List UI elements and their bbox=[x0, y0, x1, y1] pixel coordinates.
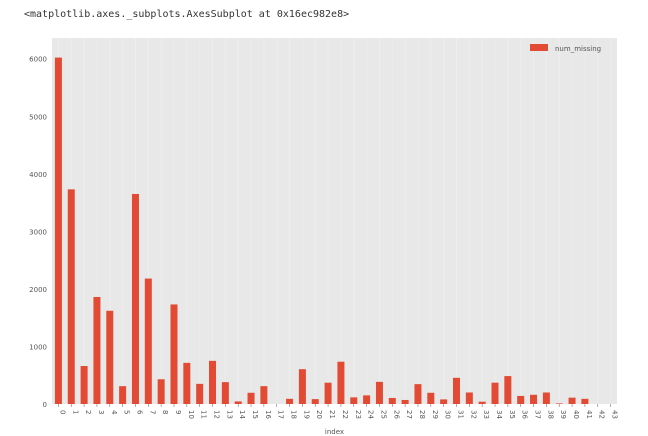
bar bbox=[440, 399, 448, 404]
bar bbox=[247, 392, 255, 404]
bar bbox=[530, 394, 538, 404]
x-tick-label: 31 bbox=[456, 410, 464, 419]
x-tick-label: 23 bbox=[354, 410, 362, 419]
x-tick-label: 14 bbox=[238, 410, 246, 419]
y-tick-label: 1000 bbox=[29, 343, 47, 351]
bar bbox=[375, 381, 383, 404]
x-tick-label: 41 bbox=[585, 410, 593, 419]
x-tick-label: 43 bbox=[611, 410, 619, 419]
bar bbox=[196, 383, 204, 404]
x-tick-label: 22 bbox=[341, 410, 349, 419]
bar bbox=[555, 403, 563, 404]
bar bbox=[234, 401, 242, 404]
x-tick-label: 7 bbox=[148, 410, 156, 414]
bar bbox=[478, 401, 486, 404]
bar bbox=[401, 399, 409, 404]
x-tick-label: 26 bbox=[392, 410, 400, 419]
bar bbox=[119, 386, 127, 404]
bar bbox=[568, 397, 576, 404]
x-tick-label: 2 bbox=[84, 410, 92, 414]
x-tick-label: 35 bbox=[508, 410, 516, 419]
bar bbox=[131, 193, 139, 404]
x-tick-label: 21 bbox=[328, 410, 336, 419]
bar bbox=[170, 304, 178, 404]
x-tick-label: 19 bbox=[302, 410, 310, 419]
bar bbox=[452, 377, 460, 404]
y-tick-label: 5000 bbox=[29, 113, 47, 121]
bar bbox=[209, 360, 217, 404]
x-tick-label: 9 bbox=[174, 410, 182, 414]
x-tick-label: 1 bbox=[71, 410, 79, 414]
bar bbox=[414, 384, 422, 404]
bar bbox=[286, 398, 294, 404]
y-tick-label: 3000 bbox=[29, 228, 47, 236]
bar bbox=[388, 397, 396, 404]
bar bbox=[93, 296, 101, 404]
x-tick-label: 10 bbox=[187, 410, 195, 419]
x-tick-label: 40 bbox=[572, 410, 580, 419]
x-tick-label: 25 bbox=[379, 410, 387, 419]
legend-swatch bbox=[530, 44, 548, 51]
bar bbox=[80, 366, 88, 404]
bar bbox=[504, 376, 512, 404]
bar bbox=[324, 382, 332, 404]
x-tick-label: 32 bbox=[469, 410, 477, 419]
bar bbox=[465, 392, 473, 404]
x-axis-label: index bbox=[325, 428, 344, 436]
x-tick-label: 16 bbox=[264, 410, 272, 419]
bar bbox=[311, 399, 319, 404]
y-tick-label: 0 bbox=[43, 401, 47, 409]
x-tick-label: 0 bbox=[58, 410, 66, 414]
bar bbox=[54, 57, 62, 405]
y-tick-label: 2000 bbox=[29, 286, 47, 294]
x-tick-label: 4 bbox=[110, 410, 118, 415]
bar bbox=[337, 361, 345, 404]
x-tick-label: 36 bbox=[521, 410, 529, 419]
x-tick-label: 37 bbox=[534, 410, 542, 419]
bar bbox=[363, 395, 371, 404]
x-tick-label: 11 bbox=[200, 410, 208, 419]
bar bbox=[183, 362, 191, 404]
bar bbox=[350, 397, 358, 404]
x-tick-label: 42 bbox=[598, 410, 606, 419]
bar bbox=[427, 392, 435, 404]
x-tick-label: 8 bbox=[161, 410, 169, 414]
x-tick-label: 5 bbox=[123, 410, 131, 414]
legend-label: num_missing bbox=[555, 45, 601, 53]
x-tick-label: 12 bbox=[213, 410, 221, 419]
y-tick-label: 4000 bbox=[29, 171, 47, 179]
bar bbox=[581, 398, 589, 404]
bar bbox=[491, 382, 499, 404]
x-tick-label: 18 bbox=[290, 410, 298, 419]
x-tick-label: 39 bbox=[559, 410, 567, 419]
bar bbox=[221, 382, 229, 404]
x-tick-label: 33 bbox=[482, 410, 490, 419]
x-tick-label: 6 bbox=[135, 410, 143, 415]
x-tick-label: 38 bbox=[546, 410, 554, 419]
bar bbox=[144, 278, 152, 404]
bar bbox=[542, 392, 550, 404]
bar bbox=[67, 189, 75, 404]
x-tick-label: 34 bbox=[495, 410, 503, 419]
cell-output-text: <matplotlib.axes._subplots.AxesSubplot a… bbox=[24, 9, 350, 20]
x-tick-label: 28 bbox=[418, 410, 426, 419]
bar bbox=[260, 386, 268, 404]
bar bbox=[298, 369, 306, 404]
x-tick-label: 30 bbox=[444, 410, 452, 419]
bar bbox=[517, 395, 525, 404]
x-tick-label: 13 bbox=[225, 410, 233, 419]
x-tick-label: 20 bbox=[315, 410, 323, 419]
x-tick-label: 17 bbox=[277, 410, 285, 419]
x-tick-label: 27 bbox=[405, 410, 413, 419]
y-tick-label: 6000 bbox=[29, 56, 47, 64]
x-tick-label: 3 bbox=[97, 410, 105, 414]
bar bbox=[157, 379, 165, 404]
bar bbox=[106, 310, 114, 404]
x-tick-label: 15 bbox=[251, 410, 259, 419]
x-tick-label: 29 bbox=[431, 410, 439, 419]
x-tick-label: 24 bbox=[367, 410, 375, 419]
